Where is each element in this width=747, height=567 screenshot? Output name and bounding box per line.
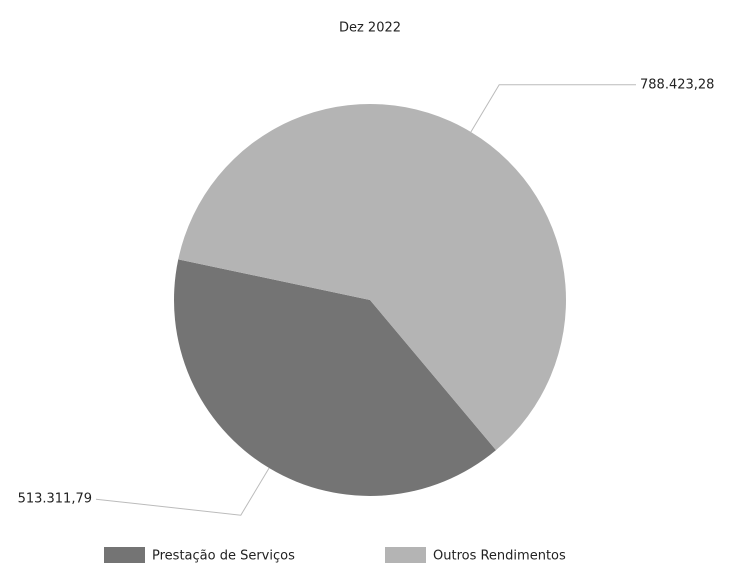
chart-title: Dez 2022 bbox=[339, 21, 401, 36]
data-label: 513.311,79 bbox=[18, 492, 92, 507]
legend-label: Outros Rendimentos bbox=[433, 549, 566, 564]
legend-swatch bbox=[104, 547, 145, 563]
data-label: 788.423,28 bbox=[640, 77, 714, 92]
leader-line bbox=[95, 467, 270, 516]
pie-slice bbox=[174, 259, 496, 496]
legend-label: Prestação de Serviços bbox=[152, 549, 295, 564]
pie-slice bbox=[178, 103, 566, 451]
legend-swatch bbox=[385, 547, 426, 563]
leader-line bbox=[470, 84, 636, 133]
